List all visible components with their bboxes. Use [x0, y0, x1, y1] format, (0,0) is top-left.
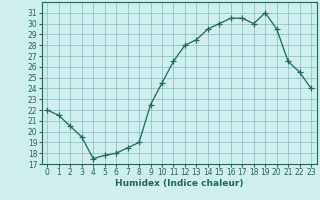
X-axis label: Humidex (Indice chaleur): Humidex (Indice chaleur)	[115, 179, 244, 188]
